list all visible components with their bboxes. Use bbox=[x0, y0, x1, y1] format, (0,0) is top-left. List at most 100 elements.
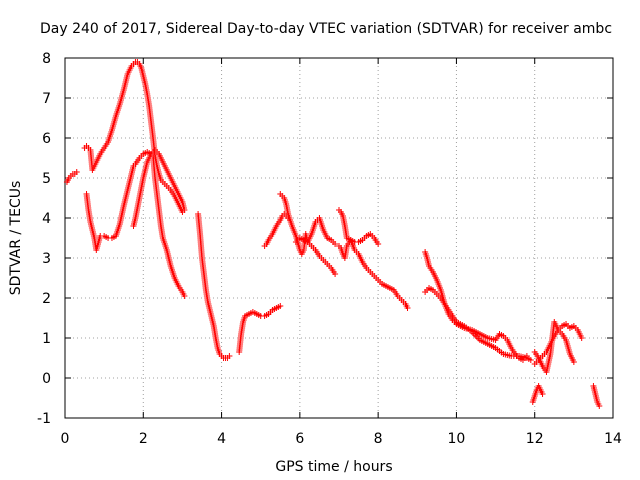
data-point bbox=[544, 347, 551, 353]
data-point bbox=[133, 159, 140, 165]
series-pass-8 bbox=[277, 191, 339, 277]
data-point bbox=[179, 201, 186, 207]
data-point bbox=[121, 85, 128, 91]
data-point bbox=[168, 189, 175, 195]
data-point bbox=[197, 233, 204, 239]
data-point bbox=[109, 125, 116, 131]
data-point bbox=[575, 329, 582, 335]
data-point bbox=[502, 351, 509, 358]
data-point bbox=[211, 325, 218, 331]
data-point bbox=[552, 321, 559, 327]
data-point bbox=[404, 305, 411, 311]
x-tick-label: 4 bbox=[217, 431, 226, 447]
data-point bbox=[567, 353, 574, 359]
data-point bbox=[548, 339, 555, 345]
data-point bbox=[140, 75, 147, 81]
data-point bbox=[145, 157, 152, 163]
series-pass-11 bbox=[336, 237, 411, 311]
data-point bbox=[505, 339, 512, 345]
grid bbox=[65, 58, 613, 418]
data-point bbox=[510, 353, 517, 359]
series-pass-14 bbox=[529, 383, 546, 405]
data-point bbox=[209, 317, 216, 323]
data-point bbox=[215, 347, 222, 353]
data-point bbox=[301, 245, 308, 251]
data-point bbox=[450, 315, 457, 321]
data-point bbox=[494, 346, 501, 353]
data-point bbox=[213, 337, 220, 343]
series-pass-9 bbox=[292, 215, 339, 247]
data-point bbox=[430, 271, 437, 277]
y-tick-label: 0 bbox=[42, 371, 51, 387]
data-point bbox=[160, 237, 167, 243]
data-point bbox=[289, 225, 296, 231]
data-point bbox=[563, 339, 570, 345]
data-point bbox=[321, 229, 328, 235]
x-tick-label: 14 bbox=[604, 431, 622, 447]
data-point bbox=[142, 83, 149, 89]
y-tick-label: -1 bbox=[37, 411, 51, 427]
series-pass-3 bbox=[83, 149, 188, 299]
data-point bbox=[156, 153, 163, 159]
data-point bbox=[138, 67, 145, 73]
data-point bbox=[270, 229, 277, 235]
data-point bbox=[168, 265, 175, 271]
data-point bbox=[144, 93, 151, 99]
data-point bbox=[152, 177, 159, 183]
y-tick-label: 3 bbox=[42, 251, 51, 267]
series-pass-7 bbox=[261, 211, 292, 249]
data-point bbox=[309, 229, 316, 235]
data-point bbox=[527, 357, 534, 363]
data-point bbox=[205, 301, 212, 307]
data-point bbox=[73, 169, 80, 175]
y-tick-label: 4 bbox=[42, 211, 51, 227]
data-point bbox=[329, 267, 336, 273]
data-point bbox=[226, 353, 233, 359]
y-tick-label: 7 bbox=[42, 91, 51, 107]
data-point bbox=[266, 235, 273, 241]
data-point bbox=[372, 237, 379, 243]
data-point bbox=[172, 185, 179, 191]
data-point bbox=[238, 329, 245, 335]
data-point bbox=[195, 213, 202, 219]
data-point bbox=[176, 285, 183, 291]
x-tick-label: 12 bbox=[526, 431, 544, 447]
data-point bbox=[125, 185, 132, 191]
data-point bbox=[117, 219, 124, 225]
data-point bbox=[85, 209, 92, 215]
series-pass-2 bbox=[81, 59, 186, 215]
data-point bbox=[102, 143, 109, 149]
series-pass-10 bbox=[336, 207, 382, 247]
data-point bbox=[156, 209, 163, 215]
data-point bbox=[150, 137, 157, 143]
data-point bbox=[136, 193, 143, 199]
series-pass-13 bbox=[422, 285, 534, 363]
data-point bbox=[478, 338, 485, 344]
data-point bbox=[117, 99, 124, 105]
series-pass-16 bbox=[531, 321, 585, 367]
data-point bbox=[181, 293, 188, 299]
data-point bbox=[172, 277, 179, 283]
series-pass-5 bbox=[195, 211, 233, 361]
data-point bbox=[439, 297, 446, 303]
data-point bbox=[493, 335, 500, 341]
data-point bbox=[486, 335, 493, 342]
data-point bbox=[164, 249, 171, 255]
data-point bbox=[356, 253, 363, 259]
plot-area-border bbox=[64, 57, 614, 419]
data-point bbox=[146, 105, 153, 111]
data-point bbox=[87, 149, 94, 155]
y-tick-label: 1 bbox=[42, 331, 51, 347]
data-point bbox=[201, 273, 208, 279]
data-point bbox=[125, 69, 132, 75]
data-point bbox=[532, 391, 539, 397]
data-point bbox=[140, 173, 147, 179]
data-point bbox=[121, 201, 128, 207]
x-tick-label: 10 bbox=[448, 431, 466, 447]
data-point bbox=[154, 193, 161, 199]
data-point bbox=[422, 251, 429, 257]
data-point bbox=[105, 137, 112, 143]
data-point bbox=[424, 257, 431, 263]
data-point bbox=[342, 253, 349, 259]
